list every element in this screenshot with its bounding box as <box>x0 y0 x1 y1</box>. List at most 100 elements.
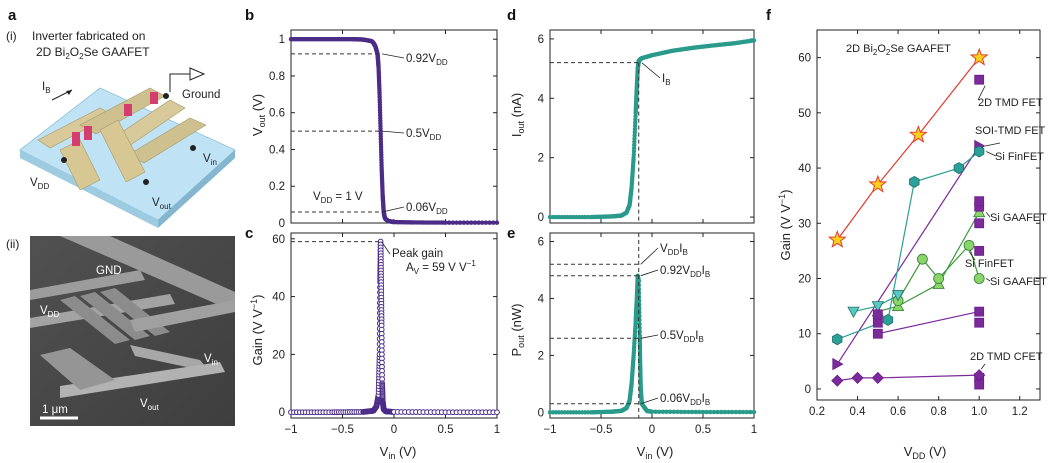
f-label-leader <box>985 211 991 218</box>
panel-e-label: e <box>507 225 515 242</box>
chart-e-point <box>668 409 673 415</box>
e-anno-leader <box>640 397 659 405</box>
sem-gnd-label: GND <box>96 265 122 277</box>
chart-d-point <box>633 117 638 122</box>
chart-f-connector-7 <box>837 374 980 382</box>
b-anno-leader <box>382 206 405 213</box>
chart-d-point <box>631 149 637 154</box>
chart-e-point <box>722 409 728 415</box>
y-tick-label: 0.4 <box>269 144 286 156</box>
chart-f-point-hexagon <box>909 175 920 188</box>
chart-f-point-tri-up <box>973 205 986 218</box>
chart-e-point <box>637 310 642 315</box>
y-tick-label: 10 <box>798 329 811 341</box>
chart-f-point-hexagon <box>882 313 894 326</box>
y-tick-label: 60 <box>798 53 811 65</box>
panel-b-label: b <box>245 7 254 24</box>
chart-e-point <box>671 409 677 415</box>
chart-b-point <box>483 220 489 225</box>
panel-a-title-1: Inverter fabricated on <box>32 29 145 43</box>
chart-f-point-square <box>872 317 883 328</box>
chart-b-point <box>480 220 485 225</box>
chart-b-point <box>443 220 448 225</box>
ib-label: IB <box>42 81 51 95</box>
chart-e-point <box>686 409 691 415</box>
x-tick-label: −1 <box>284 424 297 436</box>
y-tick-label: 2 <box>538 153 544 165</box>
chart-f-connector-3 <box>877 211 980 313</box>
y-tick-label: 0.2 <box>269 181 285 193</box>
chart-e-ylabel: Pout (nW) <box>509 304 526 357</box>
panel-a-label: a <box>8 7 17 24</box>
f-lab-gaafet1: Si GAAFET <box>990 212 1047 224</box>
panel-a-title-2: 2D Bi2O2Se GAAFET <box>36 45 150 61</box>
y-tick-label: 30 <box>798 218 811 230</box>
chart-f-frame <box>816 29 1041 401</box>
chart-e-point <box>693 409 698 415</box>
chart-f: 0.2 0.4 0.6 0.8 1.0 1.2 0 10 20 30 40 50 60 <box>798 29 1041 418</box>
chart-f-point-circle <box>973 273 985 284</box>
chart-b-point <box>454 220 459 225</box>
chart-e-point <box>708 409 713 415</box>
x-tick-label: 0.5 <box>695 424 711 436</box>
chart-f-point-circle <box>963 239 975 251</box>
chart-e-point <box>657 409 662 414</box>
chart-d-point <box>751 38 757 43</box>
x-tick-label: 1.2 <box>1012 406 1028 418</box>
chart-b-point <box>487 220 492 225</box>
chart-d-point <box>631 155 636 160</box>
chart-b-frame <box>290 29 498 224</box>
chart-d-frame <box>549 29 755 224</box>
ground-label: Ground <box>182 89 220 101</box>
f-lab-soi: SOI-TMD FET <box>975 125 1046 137</box>
chart-f-point-square <box>872 328 883 339</box>
y-tick-label: 6 <box>538 34 544 46</box>
chart-f-point-square <box>974 245 985 256</box>
y-tick-label: 0 <box>279 218 285 230</box>
e-anno-leader <box>640 334 659 339</box>
chart-f-point-square <box>974 196 985 207</box>
x-tick-label: 0.6 <box>890 406 906 418</box>
chart-f-point-hexagon <box>953 162 965 175</box>
chart-e-point <box>653 409 658 414</box>
chart-f-connector-0 <box>836 57 980 241</box>
chart-e-series-line <box>550 275 754 414</box>
chart-f-point-tri-down <box>891 290 905 302</box>
chart-e-point <box>726 409 731 415</box>
chart-e-point <box>637 321 642 327</box>
chart-f-point-square <box>974 218 985 229</box>
chart-b-point <box>450 220 456 225</box>
chart-e-xlabel: Vin (V) <box>637 444 674 461</box>
chart-b-point <box>472 220 478 225</box>
chart-e-point <box>737 409 742 415</box>
chart-e-point <box>637 329 642 334</box>
f-label-leader <box>977 85 986 101</box>
chart-e-point <box>711 409 717 415</box>
chart-c-ylabel: Gain (V V−1) <box>249 295 265 366</box>
y-tick-label: 40 <box>272 292 285 304</box>
f-lab-tmdfet: 2D TMD FET <box>978 97 1043 109</box>
chart-e-point <box>729 409 735 415</box>
c-anno-av: AV = 59 V V−1 <box>406 259 476 276</box>
chart-d-point <box>633 114 638 119</box>
chart-e-point <box>682 409 687 415</box>
chart-e-point <box>649 409 655 414</box>
x-tick-label: −0.5 <box>331 424 354 436</box>
sem-scale-label: 1 μm <box>42 404 68 416</box>
chart-e-point <box>704 409 709 415</box>
chart-e-point <box>637 325 642 330</box>
chart-f-point-diamond <box>831 374 844 387</box>
chart-e-point <box>637 306 642 311</box>
chart-d-point <box>632 126 638 132</box>
b-anno-leader <box>382 130 405 134</box>
y-tick-label: 4 <box>538 93 545 105</box>
chart-f-point-diamond <box>871 371 884 384</box>
chart-b-point <box>469 220 474 225</box>
f-label-leader <box>986 151 997 157</box>
b-anno-vdd: VDD = 1 V <box>313 191 363 205</box>
chart-e-point <box>740 409 746 415</box>
chart-f-point-tri-right <box>832 357 844 371</box>
chart-c-point <box>494 409 500 416</box>
chart-e-point <box>733 409 738 415</box>
y-tick-label: 0.8 <box>269 71 285 83</box>
